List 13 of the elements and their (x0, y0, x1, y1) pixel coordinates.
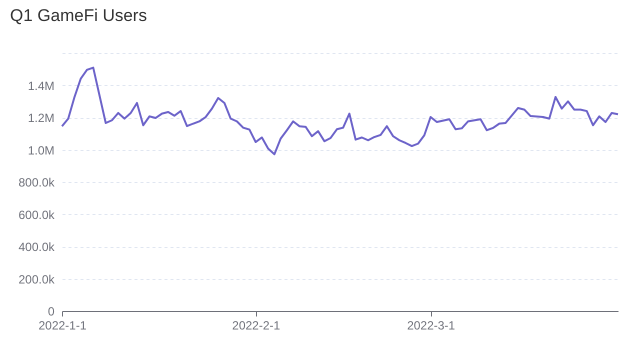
y-tick-label: 1.0M (28, 143, 54, 158)
y-tick-label: 1.2M (28, 111, 54, 125)
line-series (61, 66, 619, 156)
x-tick-label: 2022-2-1 (232, 318, 280, 332)
x-tick-label: 2022-1-1 (38, 318, 87, 332)
y-tick-label: 1.4M (28, 78, 54, 93)
y-tick-label: 400.0k (18, 240, 56, 254)
y-tick-label: 800.0k (18, 176, 56, 190)
y-tick-label: 600.0k (18, 208, 56, 222)
y-tick-label: 200.0k (18, 272, 56, 286)
chart-title: Q1 GameFi Users (10, 6, 147, 25)
x-tick-label: 2022-3-1 (407, 318, 456, 332)
y-tick-label: 0 (48, 304, 55, 318)
